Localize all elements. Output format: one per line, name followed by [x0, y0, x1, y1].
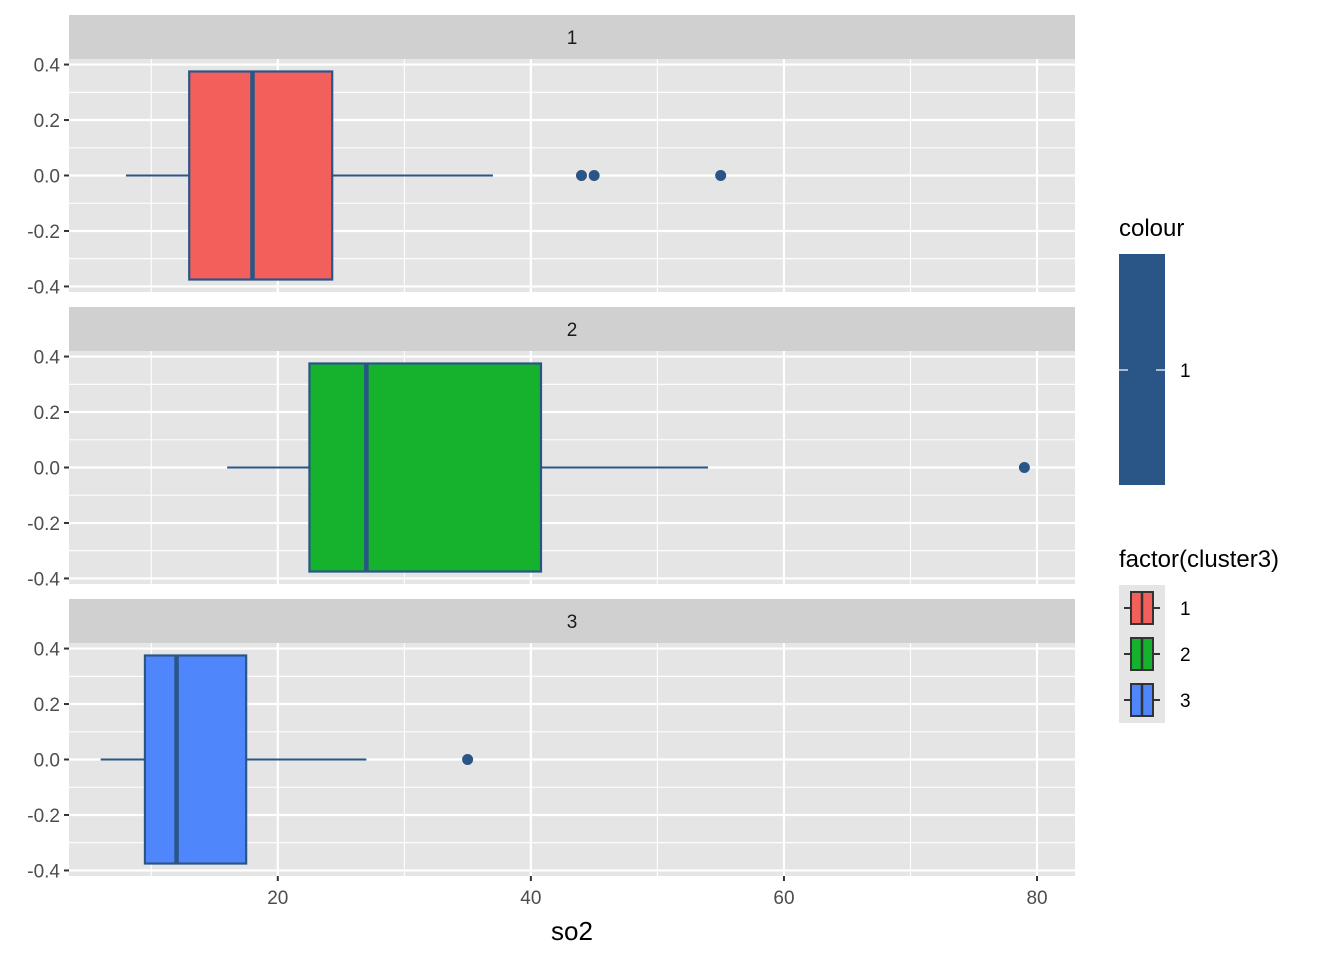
fill-legend-label: 3 [1180, 691, 1191, 712]
x-tick-label: 40 [520, 888, 541, 909]
outlier-point [1018, 462, 1030, 473]
outlier-point [588, 170, 600, 181]
fill-legend-key [1124, 683, 1160, 717]
colour-legend-label: 1 [1180, 361, 1191, 382]
facet-strip [69, 599, 1075, 643]
fill-legend-title: factor(cluster3) [1119, 546, 1279, 573]
y-tick-label: -0.4 [27, 277, 60, 298]
facet-strip-label: 1 [567, 28, 578, 49]
facet-panel: 2 0.4 0.2 0.0 -0.2 -0.4 [27, 307, 1075, 590]
x-tick-label: 60 [773, 888, 794, 909]
fill-legend-key [1124, 637, 1160, 671]
y-tick-label: -0.4 [27, 861, 60, 882]
fill-legend-key [1124, 591, 1160, 625]
facet-panel: 3 0.4 0.2 0.0 -0.2 -0.4 [27, 599, 1075, 882]
box [308, 362, 543, 573]
outlier-point [575, 170, 587, 181]
facet-panel: 1 0.4 0.2 0.0 -0.2 -0.4 [27, 15, 1075, 298]
y-tick-label: -0.2 [27, 222, 60, 243]
fill-legend-label: 1 [1180, 599, 1191, 620]
y-tick-label: 0.0 [34, 459, 60, 480]
y-tick-label: 0.4 [34, 56, 61, 77]
box [143, 654, 248, 865]
y-tick-label: -0.2 [27, 514, 60, 535]
box [188, 70, 334, 281]
fill-legend-label: 2 [1180, 645, 1191, 666]
y-tick-label: 0.2 [34, 403, 60, 424]
y-tick-label: -0.4 [27, 569, 60, 590]
y-tick-label: 0.0 [34, 167, 60, 188]
outlier-point [462, 754, 474, 765]
colour-legend: colour 1 [1119, 215, 1191, 485]
fill-legend: factor(cluster3) 1 2 3 [1119, 546, 1279, 723]
facet-strip [69, 15, 1075, 59]
x-axis: 20 40 60 80 [267, 876, 1048, 909]
facet-strip-label: 2 [567, 320, 578, 341]
y-tick-label: 0.2 [34, 111, 60, 132]
x-axis-title: so2 [551, 916, 593, 946]
x-tick-label: 20 [267, 888, 288, 909]
y-tick-label: 0.0 [34, 751, 60, 772]
outlier-point [715, 170, 727, 181]
facet-strip [69, 307, 1075, 351]
y-tick-label: -0.2 [27, 806, 60, 827]
y-tick-label: 0.2 [34, 695, 60, 716]
y-tick-label: 0.4 [34, 640, 61, 661]
facet-panels: 1 0.4 0.2 0.0 -0.2 -0.4 2 0.4 0.2 0.0 -0.2 -0.4 3 0.4… [27, 15, 1075, 882]
facet-strip-label: 3 [567, 612, 578, 633]
y-tick-label: 0.4 [34, 348, 61, 369]
x-tick-label: 80 [1026, 888, 1047, 909]
colour-legend-title: colour [1119, 215, 1184, 242]
